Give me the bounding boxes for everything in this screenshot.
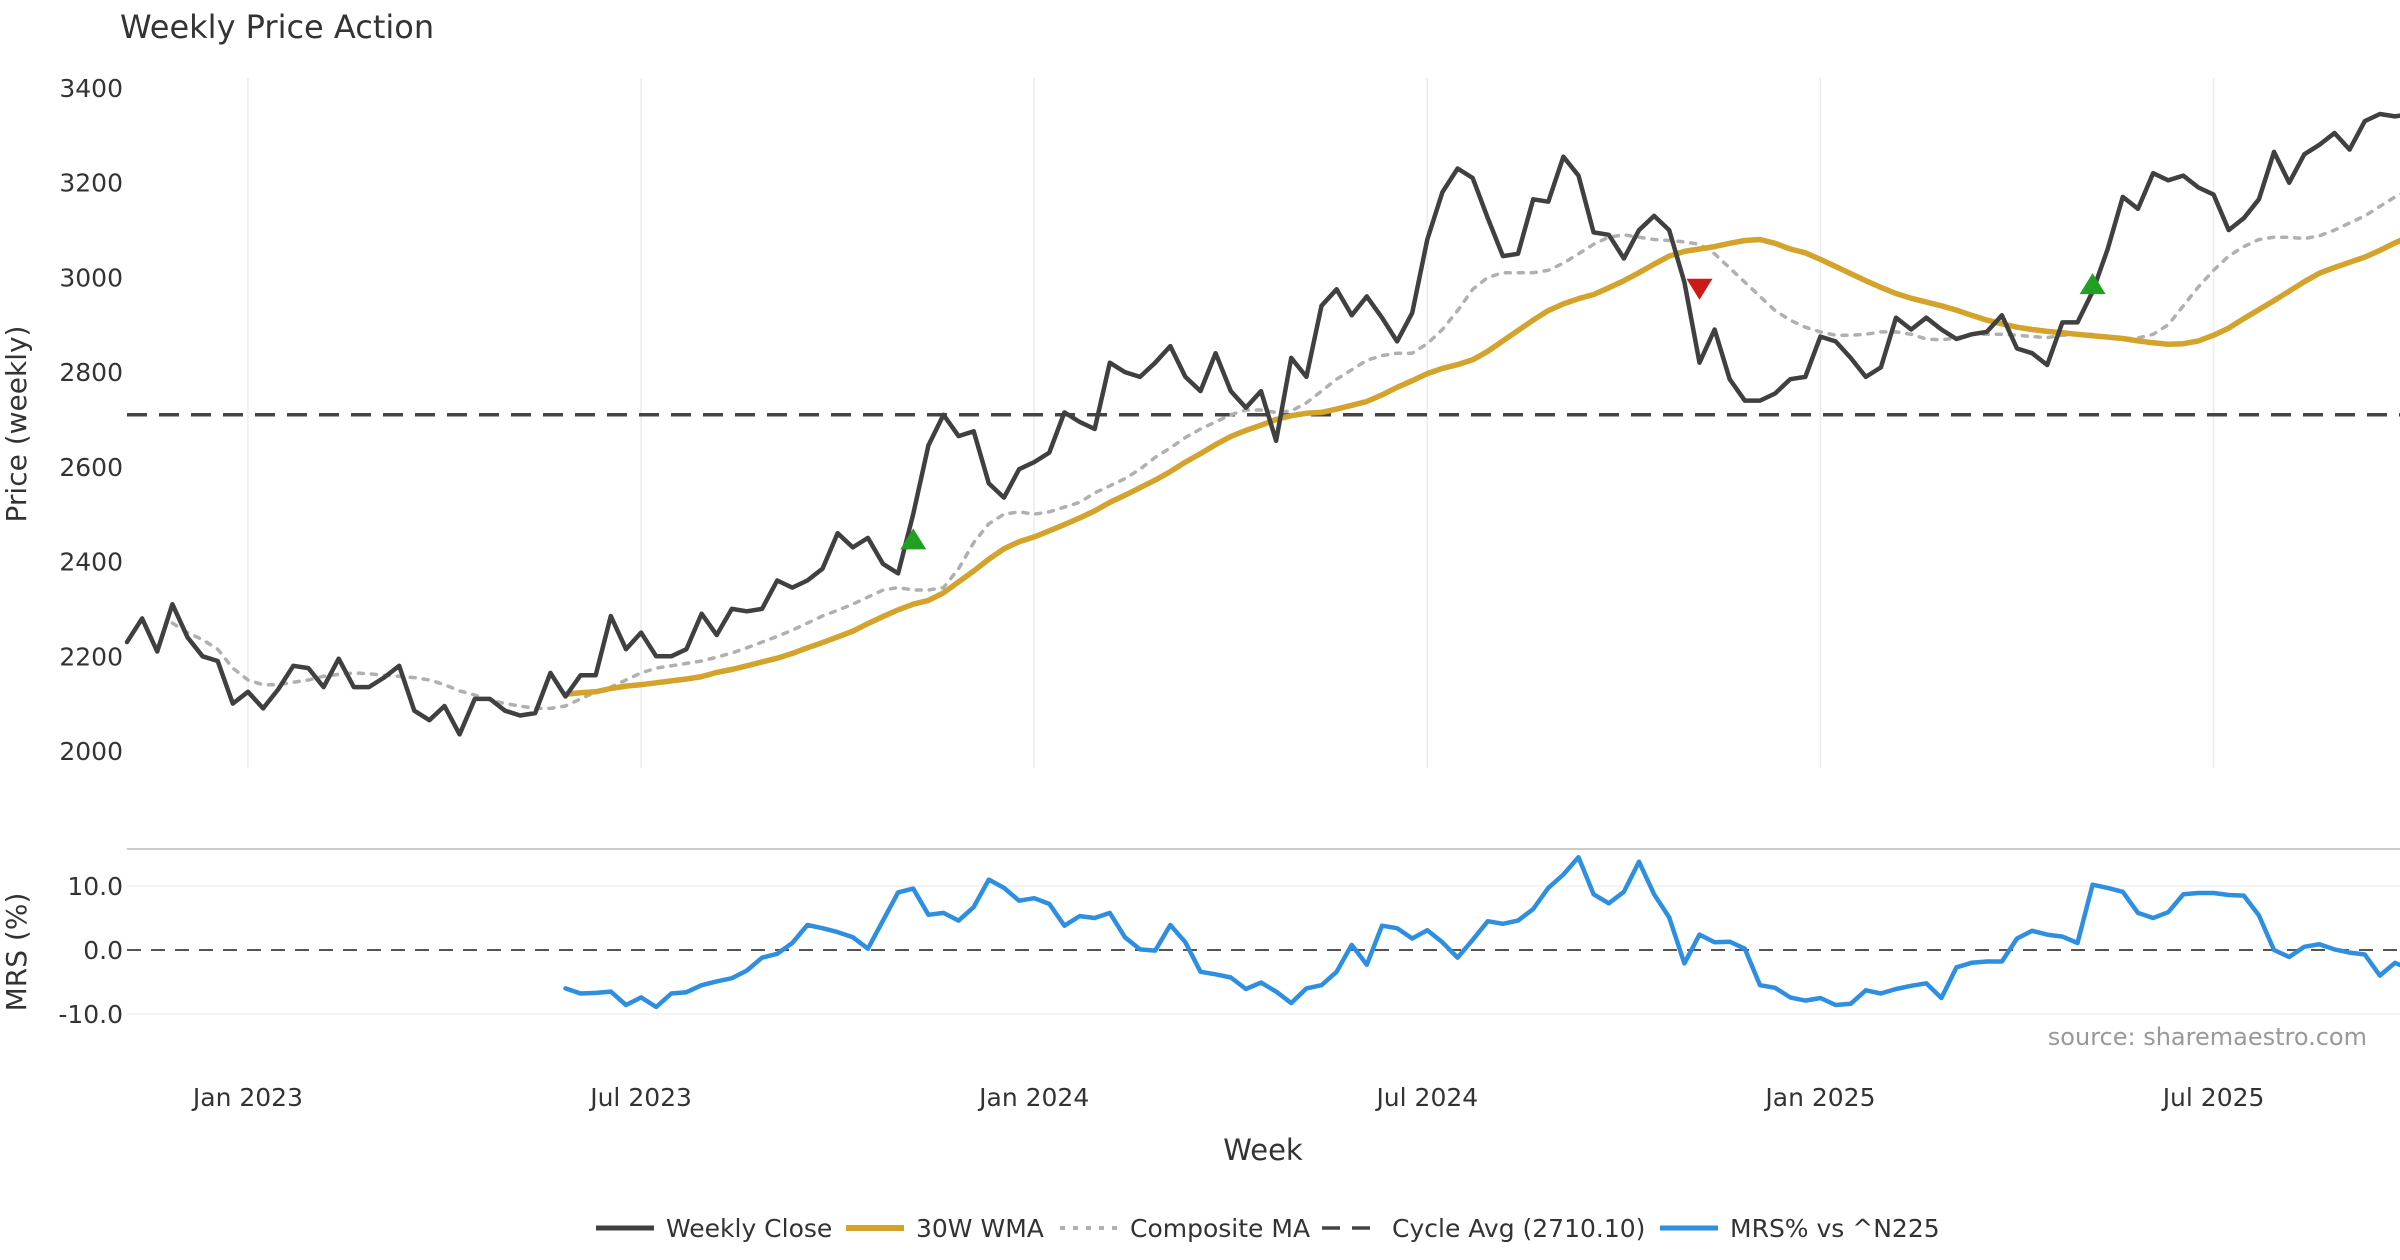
price-y-axis-ticks: 2000 2200 2400 2600 2800 3000 3200 3400 — [59, 74, 123, 766]
x-tick-label: Jul 2024 — [1374, 1083, 1478, 1112]
mrs-y-tick-label: 0.0 — [83, 936, 123, 965]
chart-title: Weekly Price Action — [120, 8, 434, 46]
legend: Weekly Close 30W WMA Composite MA Cycle Avg… — [596, 1214, 1940, 1243]
source-annotation: source: sharemaestro.com — [2048, 1023, 2367, 1051]
mrs-y-axis-label: MRS (%) — [0, 893, 33, 1012]
legend-label: Cycle Avg (2710.10) — [1392, 1214, 1645, 1243]
x-tick-label: Jul 2025 — [2161, 1083, 2265, 1112]
price-panel-grid — [247, 78, 2215, 768]
legend-label: Weekly Close — [666, 1214, 832, 1243]
mrs-y-axis-ticks: 10.0 0.0 -10.0 — [58, 872, 123, 1029]
mrs-series-group — [563, 854, 2400, 1010]
mrs-y-tick-label: -10.0 — [58, 1000, 123, 1029]
price-y-axis-label: Price (weekly) — [0, 326, 33, 523]
legend-label: MRS% vs ^N225 — [1730, 1214, 1940, 1243]
price-y-tick-label: 2400 — [59, 548, 123, 577]
price-y-tick-label: 3400 — [59, 74, 123, 103]
x-tick-label: Jan 2023 — [191, 1083, 303, 1112]
price-y-tick-label: 2200 — [59, 642, 123, 671]
wma-30w-line — [562, 236, 2400, 697]
sell-signal-marker — [1686, 278, 1713, 300]
price-y-tick-label: 2600 — [59, 453, 123, 482]
price-y-tick-label: 2000 — [59, 737, 123, 766]
x-tick-label: Jul 2023 — [588, 1083, 692, 1112]
price-series-group — [124, 111, 2400, 737]
mrs-panel-grid — [127, 885, 2400, 1015]
mrs-line — [563, 854, 2400, 1010]
price-y-tick-label: 3200 — [59, 169, 123, 198]
buy-signal-marker — [900, 528, 927, 550]
legend-label: 30W WMA — [916, 1214, 1044, 1243]
buy-signal-marker — [2079, 273, 2106, 295]
x-axis-ticks: Jan 2023 Jul 2023 Jan 2024 Jul 2024 Jan 2025… — [191, 1083, 2265, 1112]
x-tick-label: Jan 2024 — [977, 1083, 1089, 1112]
price-y-tick-label: 2800 — [59, 358, 123, 387]
x-tick-label: Jan 2025 — [1763, 1083, 1875, 1112]
legend-label: Composite MA — [1130, 1214, 1310, 1243]
composite-ma-line — [170, 192, 2400, 711]
mrs-y-tick-label: 10.0 — [67, 872, 123, 901]
x-axis-label: Week — [1223, 1133, 1303, 1167]
price-y-tick-label: 3000 — [59, 263, 123, 292]
signal-markers — [900, 273, 2106, 550]
